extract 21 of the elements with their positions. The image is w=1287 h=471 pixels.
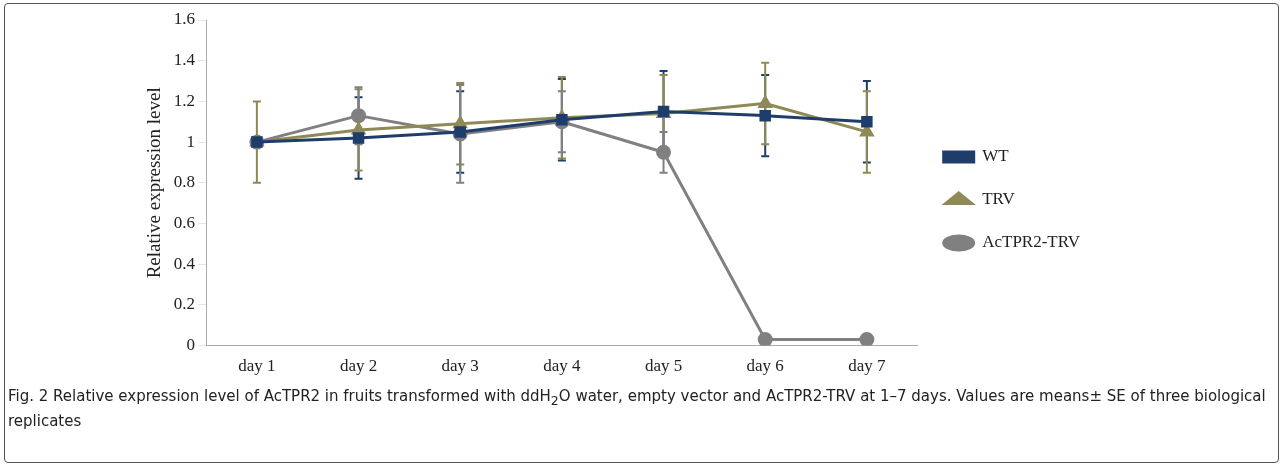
x-tick-label: day 2	[339, 356, 378, 376]
y-tick-label: 0.4	[173, 253, 196, 273]
y-axis-title: Relative expression level	[143, 87, 165, 279]
y-tick-label: 0	[186, 335, 196, 355]
x-tick-label: day 7	[848, 356, 887, 376]
y-tick-label: 1.4	[173, 50, 196, 70]
y-tick-label: 0.6	[173, 212, 196, 232]
text: Fig. 2 Relative expression level of AcTPR2 in fruits transformed with ddH$_{2}$O water, empty vector and AcTPR2-TRV at 1–7 days. Values are means± SE of three biological replicates	[8, 387, 1266, 430]
y-tick-label: 1.6	[173, 9, 196, 29]
x-tick-label: day 4	[543, 356, 582, 376]
x-tick-label: day 6	[746, 356, 784, 376]
x-tick-label: day 5	[644, 356, 683, 376]
y-tick-label: 0.8	[173, 172, 196, 192]
legend-label: WT	[982, 146, 1010, 166]
y-tick-label: 1.2	[173, 90, 196, 110]
y-tick-label: 0.2	[173, 294, 196, 314]
x-tick-label: day 3	[441, 356, 479, 376]
legend-label: AcTPR2-TRV	[982, 232, 1081, 252]
legend-label: TRV	[982, 189, 1016, 209]
y-tick-label: 1	[186, 131, 196, 151]
x-tick-label: day 1	[238, 356, 276, 376]
